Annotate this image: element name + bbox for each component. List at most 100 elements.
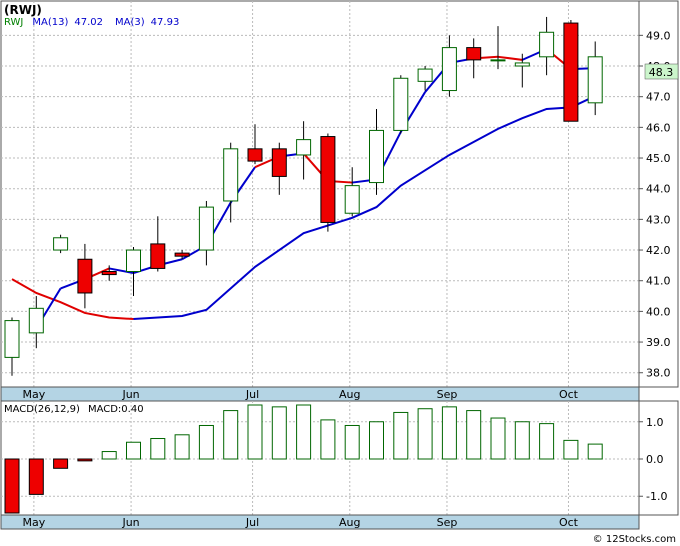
candle bbox=[490, 26, 506, 70]
candlesticks bbox=[4, 16, 603, 376]
macd-month-label: Oct bbox=[559, 516, 579, 529]
candle bbox=[247, 124, 263, 165]
ma3-segment bbox=[109, 267, 134, 275]
price-tick-label: 38.0 bbox=[646, 367, 671, 380]
last-price-label: 48.3 bbox=[649, 66, 674, 79]
macd-bar bbox=[417, 408, 433, 460]
macd-bar bbox=[393, 411, 409, 460]
macd-bar bbox=[296, 404, 312, 460]
price-legend-item: 47.93 bbox=[151, 17, 180, 28]
macd-bar bbox=[223, 410, 239, 460]
macd-bar bbox=[320, 419, 336, 460]
candle bbox=[369, 108, 384, 195]
price-tick-label: 46.0 bbox=[646, 121, 671, 134]
price-month-label: Aug bbox=[339, 388, 360, 401]
price-tick-label: 43.0 bbox=[646, 213, 671, 226]
candle bbox=[150, 216, 166, 272]
macd-bar bbox=[174, 434, 190, 460]
macd-bar bbox=[4, 458, 20, 514]
macd-bar bbox=[150, 438, 166, 460]
macd-month-labels: May Jun Jul Aug Sep Oct bbox=[22, 516, 578, 529]
macd-tick-label: 1.0 bbox=[646, 416, 664, 429]
macd-bar bbox=[466, 410, 482, 460]
last-price-box: 48.3 bbox=[644, 63, 679, 80]
macd-month-label: Sep bbox=[437, 516, 458, 529]
ma13-polyline bbox=[133, 95, 596, 321]
macd-bar bbox=[514, 421, 530, 460]
macd-tick-label: -1.0 bbox=[646, 490, 667, 503]
price-tick-label: 40.0 bbox=[646, 305, 671, 318]
watermark: © 12Stocks.com bbox=[593, 534, 676, 545]
macd-month-strip bbox=[0, 514, 640, 530]
price-tick-label: 42.0 bbox=[646, 244, 671, 257]
candle bbox=[320, 133, 336, 232]
price-legend-item: RWJ bbox=[4, 17, 23, 28]
price-tick-label: 44.0 bbox=[646, 183, 671, 196]
candle bbox=[174, 250, 190, 260]
macd-bar bbox=[247, 404, 263, 460]
candle bbox=[441, 35, 457, 97]
macd-bar bbox=[369, 421, 384, 460]
price-month-strip bbox=[0, 386, 640, 402]
macd-bar bbox=[126, 441, 141, 460]
price-legend-item: 47.02 bbox=[74, 17, 103, 28]
price-month-labels: May Jun Jul Aug Sep Oct bbox=[22, 388, 578, 401]
candle bbox=[344, 167, 360, 217]
price-axis: 38.0 39.0 40.0 41.0 42.0 43.0 44.0 45.0 46.0 47.0… bbox=[638, 1, 671, 401]
ma3-early-polyline bbox=[11, 278, 134, 321]
price-month-label: Jul bbox=[245, 388, 259, 401]
candle bbox=[466, 38, 482, 79]
candle bbox=[296, 121, 312, 180]
candle bbox=[77, 243, 93, 309]
price-legend-item: MA(3) bbox=[115, 17, 145, 28]
macd-legend: MACD(26,12,9) MACD:0.40 bbox=[4, 404, 144, 415]
macd-bar bbox=[539, 423, 555, 460]
candle bbox=[271, 142, 287, 195]
candle bbox=[514, 53, 530, 88]
candle bbox=[53, 234, 69, 254]
macd-bar bbox=[198, 424, 214, 460]
candle bbox=[28, 296, 44, 349]
macd-bar bbox=[271, 406, 287, 460]
candle bbox=[223, 142, 239, 223]
macd-axis: -1.0 0.0 1.0 bbox=[638, 401, 667, 529]
candle bbox=[393, 75, 409, 134]
macd-month-label: Jul bbox=[245, 516, 259, 529]
price-tick-label: 47.0 bbox=[646, 91, 671, 104]
macd-bar bbox=[441, 406, 457, 460]
price-month-label: Jun bbox=[121, 388, 139, 401]
macd-month-label: Aug bbox=[339, 516, 360, 529]
candle bbox=[563, 20, 579, 122]
price-tick-label: 39.0 bbox=[646, 336, 671, 349]
candle bbox=[4, 317, 20, 376]
candle bbox=[539, 16, 555, 76]
candle bbox=[587, 41, 603, 116]
macd-bars bbox=[4, 404, 603, 514]
price-month-label: Sep bbox=[437, 388, 458, 401]
macd-bar bbox=[344, 424, 360, 460]
macd-bar bbox=[77, 458, 93, 462]
macd-bar bbox=[28, 458, 44, 495]
macd-bar bbox=[563, 439, 579, 460]
ma13-line bbox=[133, 95, 596, 321]
candle bbox=[417, 66, 433, 91]
price-tick-label: 45.0 bbox=[646, 152, 671, 165]
macd-legend-item: MACD(26,12,9) bbox=[4, 404, 80, 415]
macd-bar bbox=[101, 451, 117, 460]
price-tick-label: 41.0 bbox=[646, 275, 671, 288]
candle bbox=[198, 200, 214, 266]
price-month-label: May bbox=[22, 388, 45, 401]
macd-tick-label: 0.0 bbox=[646, 453, 664, 466]
price-tick-label: 49.0 bbox=[646, 29, 671, 42]
macd-bar bbox=[53, 458, 69, 469]
macd-month-label: May bbox=[22, 516, 45, 529]
ma3-segment bbox=[497, 55, 523, 61]
candle bbox=[126, 246, 141, 297]
macd-bar bbox=[490, 417, 506, 460]
price-legend: RWJ MA(13) 47.02 MA(3) 47.93 bbox=[4, 17, 179, 28]
chart-title: (RWJ) bbox=[4, 3, 42, 17]
macd-legend-item: MACD:0.40 bbox=[88, 404, 144, 415]
candle bbox=[101, 265, 117, 281]
price-legend-item: MA(13) bbox=[32, 17, 68, 28]
